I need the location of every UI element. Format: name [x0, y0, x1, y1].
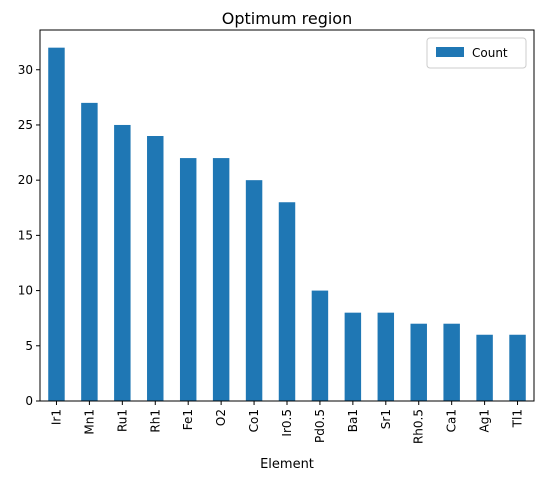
plot-frame — [39, 29, 535, 402]
x-tick-label: Ir1 — [49, 409, 63, 425]
bar-O2 — [212, 158, 230, 401]
bar-Ru1 — [114, 124, 131, 401]
bar-Rh0.5 — [410, 323, 427, 401]
y-tick-label: 15 — [18, 228, 33, 242]
y-tick-label: 30 — [18, 63, 33, 77]
y-tick-label: 10 — [18, 284, 33, 298]
bars-group — [48, 47, 526, 402]
bar-Ir1 — [48, 47, 65, 402]
x-tick-label: Ru1 — [115, 409, 129, 432]
x-tick-label: Fe1 — [181, 409, 195, 430]
legend-swatch — [436, 47, 464, 57]
bar-Ca1 — [443, 323, 460, 401]
y-tick-label: 20 — [18, 173, 33, 187]
x-axis-label: Element — [260, 457, 314, 472]
legend-box — [426, 37, 527, 69]
x-tick-label: Rh1 — [148, 409, 162, 433]
x-tick-label: Sr1 — [379, 409, 393, 429]
bar-Fe1 — [179, 158, 197, 401]
x-tick-label: Ba1 — [346, 409, 360, 432]
x-axis: Ir1 Mn1 Ru1 Rh1 Fe1 O2 Co1 Ir0.5 Pd0.5 Ba1 Sr1 Rh0.… — [49, 401, 525, 444]
x-tick-label: Ir0.5 — [280, 409, 294, 437]
x-tick-label: Mn1 — [82, 409, 96, 435]
legend: Count — [426, 37, 527, 69]
x-tick-label: Tl1 — [511, 409, 525, 428]
y-tick-label: 5 — [25, 339, 33, 353]
x-tick-label: O2 — [214, 409, 228, 426]
y-tick-label: 0 — [25, 394, 33, 408]
x-tick-label: Ca1 — [445, 409, 459, 432]
y-axis: 0 5 10 15 20 25 30 — [18, 63, 40, 408]
legend-label: Count — [472, 46, 508, 60]
bar-Pd0.5 — [311, 290, 329, 401]
bar-Ag1 — [476, 334, 493, 401]
y-tick-label: 25 — [18, 118, 33, 132]
bar-Rh1 — [147, 136, 164, 401]
chart-title: Optimum region — [222, 9, 352, 28]
bar-Ba1 — [344, 312, 362, 401]
x-tick-label: Ag1 — [478, 409, 492, 432]
bar-Ir0.5 — [278, 202, 296, 401]
x-tick-label: Rh0.5 — [412, 409, 426, 444]
bar-Mn1 — [81, 102, 98, 401]
x-tick-label: Co1 — [247, 409, 261, 432]
x-tick-label: Pd0.5 — [313, 409, 327, 443]
bar-Tl1 — [509, 334, 526, 401]
bar-Co1 — [245, 180, 263, 401]
bar-Sr1 — [377, 312, 395, 401]
